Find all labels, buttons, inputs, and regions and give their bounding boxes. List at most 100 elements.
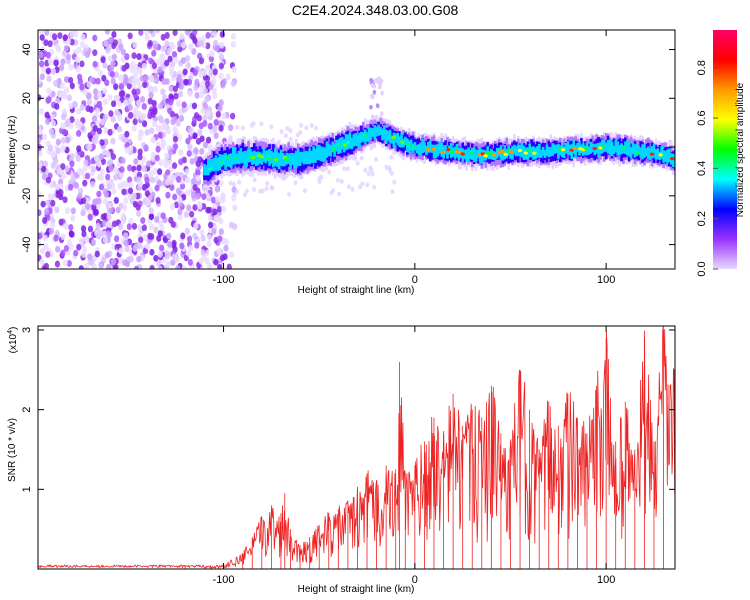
spectrogram-cell	[168, 93, 174, 101]
spectrogram-cell	[48, 128, 54, 136]
spectrogram-cell	[327, 169, 332, 175]
spectrogram-cell	[150, 176, 156, 184]
spectrogram-cell	[150, 155, 156, 162]
spectrogram-cell	[147, 85, 154, 93]
spectrogram-cell	[440, 150, 445, 154]
spectrogram-cell	[133, 265, 140, 269]
spectrogram-cell	[170, 118, 176, 126]
spectrogram-cell	[91, 239, 97, 246]
spectrogram-cell	[50, 67, 57, 75]
spectrogram-cell	[277, 153, 281, 170]
spectrogram-cell	[179, 182, 186, 190]
spectrogram-cell	[283, 133, 288, 139]
spectrogram-cell	[152, 106, 158, 113]
spectrogram-cell	[67, 183, 74, 191]
spectrogram-cell	[198, 57, 205, 65]
spectrogram-frame	[37, 29, 676, 270]
spectrogram-cell	[86, 81, 92, 88]
spectrogram-cell	[569, 148, 574, 152]
spectrogram-cell	[58, 189, 64, 196]
spectrogram-cell	[63, 244, 69, 252]
spectrogram-cell	[643, 143, 646, 158]
spectrogram-cell	[92, 34, 98, 42]
x-tick-label: 100	[597, 574, 615, 586]
spectrogram-cell	[149, 248, 155, 256]
spectrogram-cell	[127, 104, 133, 111]
spectrogram-cell	[444, 145, 447, 155]
spectrogram-cell	[207, 143, 213, 151]
y-tick-label: -20	[21, 188, 33, 204]
spectrogram-cell	[230, 153, 233, 168]
spectrogram-cell	[144, 34, 150, 42]
spectrogram-cell	[42, 160, 49, 168]
spectrogram-cell	[212, 125, 218, 133]
spectrogram-cell	[54, 183, 61, 191]
spectrogram-cell	[96, 190, 102, 198]
spectrogram-cell	[386, 130, 390, 141]
spectrogram-cell	[147, 39, 153, 47]
spectrogram-cell	[185, 189, 191, 196]
spectrogram-cell	[214, 155, 218, 171]
spectrogram-cell	[223, 244, 229, 252]
spectrogram-cell	[144, 190, 150, 197]
spectrogram-cell	[140, 217, 146, 224]
spectrogram-cell	[102, 61, 108, 69]
spectrogram-cell	[110, 100, 117, 108]
spectrogram-cell	[142, 234, 148, 241]
spectrogram-cell	[225, 155, 230, 159]
spectrogram-cell	[304, 125, 309, 131]
spectrogram-cell	[178, 83, 184, 91]
spectrogram-cell	[193, 112, 200, 119]
spectrogram-cell	[191, 48, 197, 55]
spectrogram-cell	[187, 259, 194, 266]
spectrogram-cell	[254, 152, 258, 167]
spectrogram-cell	[121, 188, 127, 196]
spectrogram-cell	[214, 45, 220, 52]
spectrogram-cell	[48, 227, 54, 235]
spectrogram-cell	[199, 148, 205, 155]
spectrogram-cell	[90, 180, 96, 188]
spectrogram-cell	[98, 261, 104, 269]
spectrogram-cell	[102, 87, 108, 95]
spectrogram-cell	[120, 48, 126, 56]
spectrogram-cell	[171, 241, 177, 249]
x-tick-label: 0	[412, 574, 418, 586]
spectrogram-cell	[369, 104, 373, 110]
spectrogram-cell	[138, 236, 144, 244]
spectrogram-cell	[187, 126, 193, 133]
spectrogram-cell	[92, 60, 98, 68]
spectrogram-cell	[152, 85, 158, 93]
spectrogram-cell	[205, 42, 211, 50]
spectrogram-cell	[193, 84, 199, 92]
spectrogram-cell	[216, 205, 222, 213]
spectrogram-cell	[160, 138, 166, 146]
spectrogram-cell	[82, 165, 88, 173]
colorbar-tick-label: 0.4	[696, 161, 708, 176]
spectrogram-cell	[69, 160, 75, 168]
spectrogram-cell	[110, 137, 116, 145]
spectrogram-cell	[228, 124, 234, 132]
snr-y-label: SNR (10 * v/v)	[7, 418, 18, 482]
spectrogram-cell	[601, 144, 606, 148]
spectrogram-cell	[446, 147, 449, 159]
spectrogram-cell	[448, 150, 454, 154]
spectrogram-cell	[269, 124, 274, 130]
spectrogram-cell	[184, 30, 190, 36]
spectrogram-cell	[96, 127, 102, 135]
spectrogram-cell	[46, 96, 52, 104]
y-tick-label: 2	[21, 407, 33, 413]
spectrogram-cell	[109, 70, 116, 78]
spectrogram-cell	[345, 140, 351, 144]
spectrogram-cell	[198, 257, 204, 265]
spectrogram-cell	[168, 85, 174, 92]
spectrogram-cell	[285, 157, 290, 162]
spectrogram-cell	[232, 223, 238, 231]
spectrogram-cell	[120, 212, 126, 220]
spectrogram-cell	[207, 167, 213, 171]
spectrogram-cell	[373, 125, 377, 140]
spectrogram-cell	[93, 154, 100, 162]
spectrogram-cell	[104, 79, 110, 87]
spectrogram-cell	[658, 153, 663, 157]
spectrogram-cell	[80, 41, 86, 48]
spectrogram-cell	[366, 171, 371, 177]
